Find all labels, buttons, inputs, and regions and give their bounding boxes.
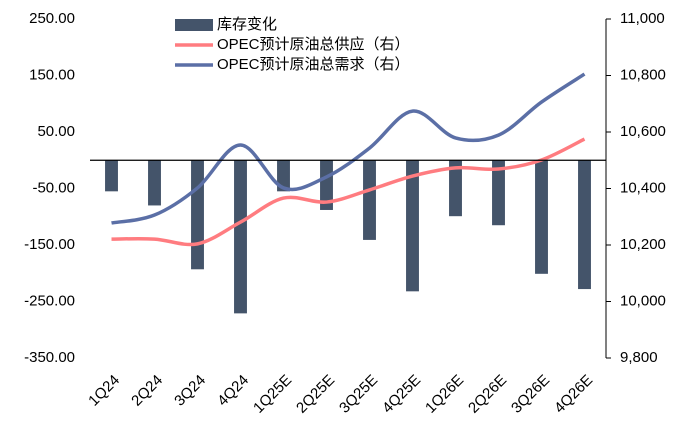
x-tick-label: 3Q26E [508, 372, 553, 417]
line [111, 137, 586, 247]
x-tick-label: 3Q25E [336, 372, 381, 417]
bar [234, 160, 247, 314]
y-tick-label: -50.00 [32, 179, 75, 196]
line [111, 72, 586, 225]
bar [535, 160, 548, 274]
y-tick-label: -350.00 [24, 349, 75, 366]
legend-label: OPEC预计原油总供应（右） [217, 35, 410, 53]
y2-tick-label: 11,000 [620, 10, 665, 27]
x-tick-label: 3Q24 [171, 372, 209, 410]
y-tick-label: -150.00 [24, 236, 75, 253]
bar [105, 160, 118, 192]
legend-label: OPEC预计原油总需求（右） [217, 56, 410, 73]
x-tick-label: 4Q24 [214, 372, 252, 410]
bar [191, 160, 204, 270]
x-tick-label: 2Q25E [293, 372, 338, 417]
bar [578, 160, 591, 290]
bar [363, 160, 376, 240]
y-tick-label: -250.00 [24, 292, 75, 309]
bar [492, 160, 505, 226]
y-tick-label: 50.00 [37, 123, 75, 140]
x-tick-label: 1Q26E [422, 372, 467, 417]
x-tick-label: 4Q26E [551, 372, 596, 417]
bar [148, 160, 161, 206]
y2-tick-label: 9,800 [620, 349, 658, 366]
legend-label: 库存变化 [217, 16, 277, 33]
bar [406, 160, 419, 292]
bar [277, 160, 290, 192]
x-tick-label: 1Q25E [250, 372, 295, 417]
y2-tick-label: 10,600 [620, 123, 666, 140]
x-tick-label: 4Q25E [379, 372, 424, 417]
y2-tick-label: 10,000 [620, 292, 666, 309]
y2-tick-label: 10,800 [620, 66, 666, 83]
x-tick-label: 2Q26E [465, 372, 510, 417]
bar [449, 160, 462, 217]
y-tick-label: 150.00 [29, 66, 75, 83]
x-tick-label: 2Q24 [128, 372, 166, 410]
legend-swatch [175, 19, 213, 31]
x-tick-label: 1Q24 [85, 372, 123, 410]
y-tick-label: 250.00 [29, 10, 75, 27]
y2-tick-label: 10,400 [620, 179, 666, 196]
y2-tick-label: 10,200 [620, 236, 666, 253]
bar [320, 160, 333, 210]
